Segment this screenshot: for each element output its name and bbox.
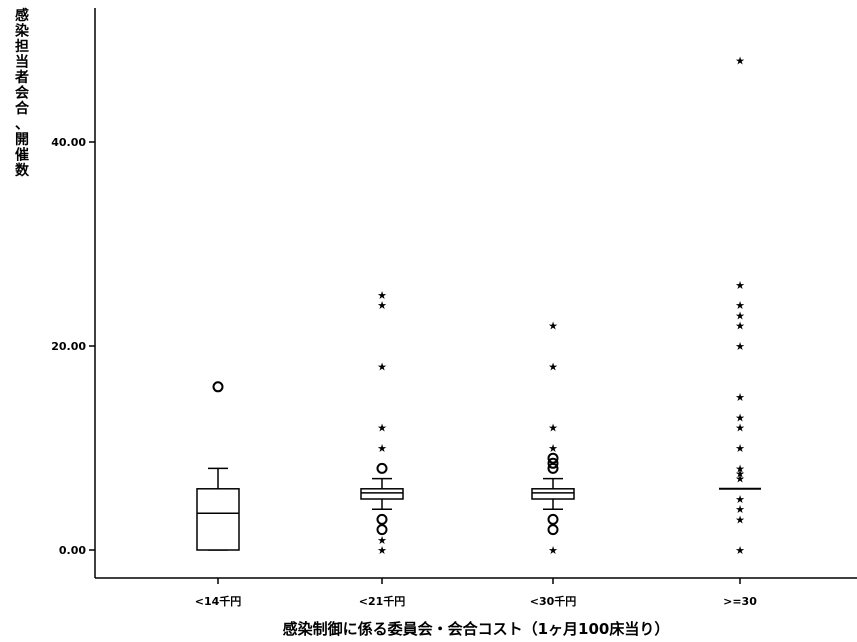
y-axis-title-char: 開 — [15, 132, 29, 148]
extreme-point: ★ — [735, 54, 745, 67]
extreme-point: ★ — [735, 513, 745, 526]
extreme-point: ★ — [735, 411, 745, 424]
x-tick-label: <21千円 — [359, 594, 406, 608]
box — [360, 488, 404, 500]
outlier-point — [376, 462, 388, 474]
y-tick-label: 40.00 — [51, 136, 86, 149]
extreme-point: ★ — [377, 442, 387, 455]
box-group — [196, 381, 240, 551]
extreme-point: ★ — [735, 391, 745, 404]
y-axis-title-char: 、 — [15, 117, 29, 133]
outlier-point — [376, 513, 388, 525]
extreme-point: ★ — [377, 360, 387, 373]
extreme-point: ★ — [735, 462, 745, 475]
x-tick-label: <14千円 — [195, 594, 242, 608]
extreme-point: ★ — [735, 309, 745, 322]
extreme-point: ★ — [548, 422, 558, 435]
extreme-point: ★ — [548, 320, 558, 333]
extreme-point: ★ — [377, 299, 387, 312]
extreme-point: ★ — [735, 442, 745, 455]
extreme-point: ★ — [735, 279, 745, 292]
y-ticks: 0.00 20.00 40.00 — [51, 136, 95, 557]
x-tick-label: >=30 — [723, 595, 757, 608]
y-axis-title-char: 感 — [15, 7, 29, 24]
y-axis-title-char: 会 — [15, 85, 30, 102]
y-axis-title-char: 催 — [15, 147, 29, 164]
extreme-point: ★ — [548, 544, 558, 557]
box-group: ★★★★★★★★★★★★★★★★★ — [719, 54, 761, 557]
y-axis-title-char: 染 — [15, 23, 30, 40]
box — [531, 488, 575, 500]
extreme-point: ★ — [735, 320, 745, 333]
extreme-point: ★ — [548, 360, 558, 373]
box — [196, 488, 240, 551]
x-axis-title: 感染制御に係る委員会・会合コスト（1ヶ月100床当り） — [283, 620, 670, 638]
outlier-point — [547, 452, 559, 464]
outlier-point — [212, 381, 224, 393]
extreme-point: ★ — [735, 493, 745, 506]
extreme-point: ★ — [377, 289, 387, 302]
extreme-point: ★ — [377, 534, 387, 547]
y-tick-label: 20.00 — [51, 340, 86, 353]
y-axis-title-char: 担 — [15, 38, 29, 55]
extreme-point: ★ — [735, 473, 745, 486]
extreme-point: ★ — [735, 468, 745, 481]
y-axis-title-char: 数 — [15, 162, 30, 179]
box-group: ★★★★★★★ — [360, 289, 404, 557]
outlier-point — [547, 524, 559, 536]
box-group: ★ ★ ★ ★ ★ — [531, 320, 575, 557]
y-axis-title-char: 合 — [15, 100, 30, 117]
extreme-point: ★ — [735, 544, 745, 557]
outlier-point — [376, 524, 388, 536]
y-tick-label: 0.00 — [59, 544, 86, 557]
outlier-point — [547, 457, 559, 469]
extreme-point: ★ — [735, 422, 745, 435]
extreme-point: ★ — [377, 544, 387, 557]
outlier-point — [547, 513, 559, 525]
extreme-point: ★ — [377, 422, 387, 435]
extreme-point: ★ — [548, 442, 558, 455]
boxes: ★★★★★★★★★★★★★★★★★★★★★★★★★★★★★ — [196, 54, 761, 557]
y-axis-title-char: 者 — [15, 70, 29, 86]
x-ticks: <14千円 <21千円 <30千円 >=30 — [195, 578, 757, 608]
extreme-point: ★ — [735, 299, 745, 312]
outlier-point — [547, 462, 559, 474]
x-tick-label: <30千円 — [530, 594, 577, 608]
extreme-point: ★ — [735, 503, 745, 516]
extreme-point: ★ — [735, 340, 745, 353]
y-axis-title-char: 当 — [15, 54, 29, 71]
